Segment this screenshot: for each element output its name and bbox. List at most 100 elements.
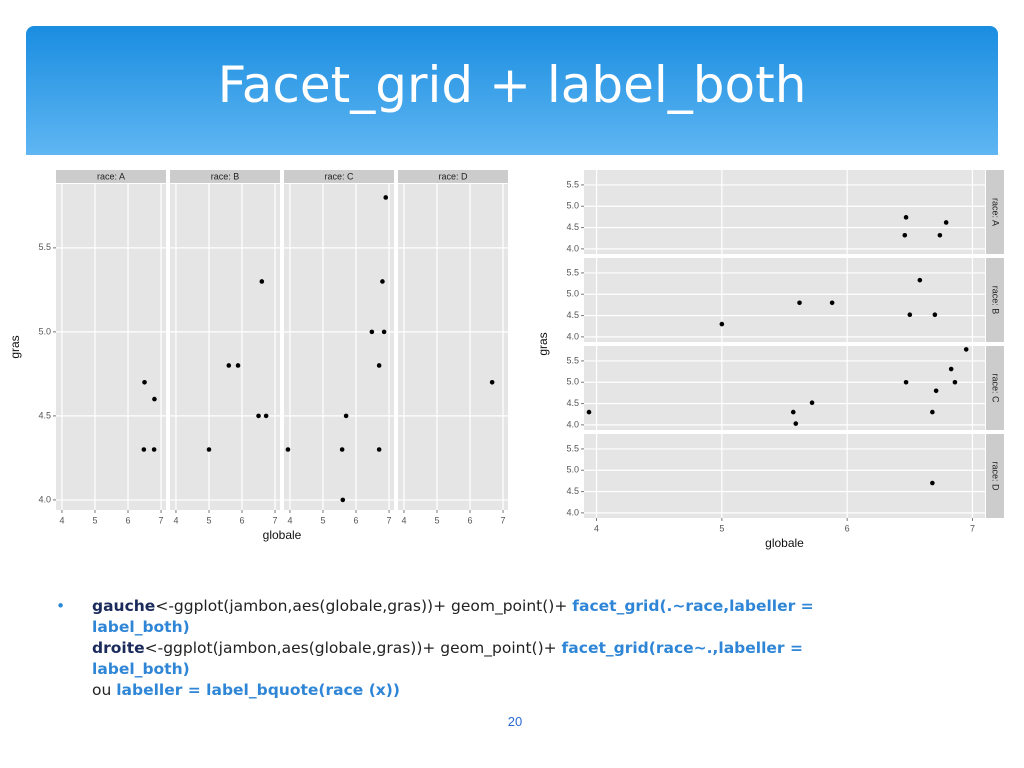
keyword: gauche (92, 597, 156, 615)
code-highlight: facet_grid(.~race,labeller = label_both) (92, 597, 814, 636)
point (933, 388, 939, 394)
y-tick-label: 5.5 (566, 443, 579, 453)
code-text: ou (92, 681, 117, 699)
x-tick-label: 4 (401, 515, 406, 525)
x-axis-label: globale (765, 536, 804, 550)
point (793, 421, 799, 426)
y-tick-label: 4.5 (38, 410, 51, 420)
panel (584, 258, 985, 342)
y-tick-label: 4.5 (566, 222, 579, 232)
y-tick-label: 5.0 (38, 326, 51, 336)
y-tick-label: 5.5 (566, 179, 579, 189)
panel (398, 184, 508, 510)
point (932, 312, 938, 318)
point (963, 347, 969, 352)
strip-label: race: B (211, 171, 240, 181)
x-tick-label: 6 (126, 515, 131, 525)
y-tick-label: 5.0 (566, 289, 579, 299)
chart-left: race: A 4 5 6 7 4.0 4.5 5.0 5.5 race: B 4 5 6 7 race: … (0, 160, 525, 555)
bullet-list: • gauche<-ggplot(jambon,aes(globale,gras)… (56, 596, 894, 701)
y-tick-label: 4.0 (566, 419, 579, 429)
point (797, 300, 802, 306)
point (152, 396, 157, 402)
point (489, 379, 495, 385)
code-highlight: labeller = label_bquote(race (x)) (116, 681, 400, 699)
strip-label: race: A (97, 171, 125, 181)
point (907, 312, 913, 318)
point (206, 447, 212, 452)
y-tick-label: 4.5 (566, 486, 579, 496)
slide-title: Facet_grid + label_both (217, 56, 807, 114)
strip-label: race: C (324, 171, 354, 181)
y-tick-label: 4.5 (566, 310, 579, 320)
x-tick-label: 7 (159, 515, 164, 525)
y-tick-label: 4.0 (566, 507, 579, 517)
panel (170, 184, 280, 510)
code-highlight: facet_grid(race~.,labeller = label_both) (92, 639, 803, 678)
panel (584, 434, 985, 518)
x-tick-label: 4 (594, 523, 599, 533)
point (339, 447, 345, 452)
point (369, 329, 375, 335)
y-axis-label: gras (536, 332, 550, 355)
x-tick-label: 6 (845, 523, 850, 533)
point (383, 195, 389, 200)
point (903, 215, 909, 220)
panel (584, 170, 985, 254)
point (937, 232, 943, 238)
point (381, 329, 387, 335)
x-tick-label: 5 (320, 515, 325, 525)
point (586, 409, 592, 415)
strip-label: race: B (991, 286, 1001, 315)
point (285, 447, 291, 452)
point (263, 413, 269, 419)
code-text: <-ggplot(jambon,aes(globale,gras))+ geom… (155, 597, 573, 615)
x-tick-label: 5 (434, 515, 439, 525)
x-tick-label: 7 (387, 515, 392, 525)
point (943, 220, 949, 225)
point (343, 413, 349, 419)
strip (398, 170, 508, 183)
x-tick-label: 7 (273, 515, 278, 525)
point (948, 366, 954, 372)
point (917, 277, 923, 283)
strip-label: race: A (991, 198, 1001, 226)
point (141, 447, 147, 452)
point (256, 413, 261, 419)
point (829, 300, 835, 306)
y-tick-label: 5.5 (566, 267, 579, 277)
strip-label: race: D (991, 461, 1001, 491)
y-axis-label: gras (8, 335, 22, 358)
x-tick-label: 4 (287, 515, 292, 525)
strip (986, 434, 1004, 518)
panel (56, 184, 166, 510)
point (235, 363, 241, 368)
y-tick-label: 4.0 (38, 494, 51, 504)
chart-right: race: A 4.0 4.5 5.0 5.5 race: B 4.0 4.5 5.0 5.5 ra… (525, 160, 1007, 555)
strip (986, 346, 1004, 430)
panel (284, 184, 394, 510)
point (719, 321, 725, 327)
bullet-line: gauche<-ggplot(jambon,aes(globale,gras))… (64, 596, 894, 638)
x-tick-label: 7 (501, 515, 506, 525)
point (226, 363, 232, 368)
point (930, 409, 935, 415)
x-tick-label: 7 (970, 523, 975, 533)
panel (584, 346, 985, 430)
point (790, 409, 796, 415)
y-tick-label: 4.0 (566, 331, 579, 341)
y-tick-label: 5.0 (566, 201, 579, 211)
point (809, 400, 815, 406)
x-tick-label: 4 (173, 515, 178, 525)
x-axis-label: globale (263, 528, 302, 542)
bullet-line: droite<-ggplot(jambon,aes(globale,gras))… (64, 638, 894, 680)
page-number: 20 (507, 714, 523, 729)
x-tick-label: 5 (206, 515, 211, 525)
code-text: <-ggplot(jambon,aes(globale,gras))+ geom… (144, 639, 562, 657)
x-tick-label: 6 (468, 515, 473, 525)
bullet-line: ou labeller = label_bquote(race (x)) (64, 680, 894, 701)
point (930, 480, 935, 486)
point (376, 363, 382, 368)
strip-label: race: C (991, 373, 1001, 403)
